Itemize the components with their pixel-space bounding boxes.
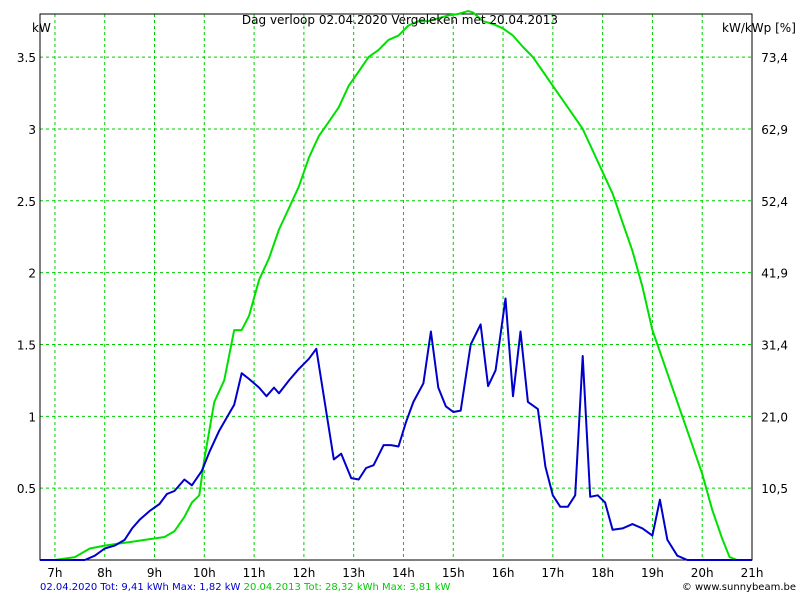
x-tick-label: 15h	[442, 566, 465, 580]
x-tick-label: 11h	[243, 566, 266, 580]
x-tick-label: 21h	[741, 566, 764, 580]
plot-frame	[39, 13, 753, 561]
legend-2020-summary: 02.04.2020 Tot: 9,41 kWh Max: 1,82 kW	[40, 582, 241, 593]
sunnybeam-credit[interactable]: © www.sunnybeam.be	[681, 582, 796, 593]
chart-grid	[40, 14, 752, 560]
y-tick-label-left: 2.5	[17, 195, 36, 209]
y-tick-label-right: 41,9	[761, 267, 788, 281]
x-tick-label: 16h	[492, 566, 515, 580]
x-tick-label: 13h	[342, 566, 365, 580]
y-tick-label-left: 3.5	[17, 51, 36, 65]
y-tick-label-right: 62,9	[761, 123, 788, 137]
y-tick-label-left: 1	[28, 410, 36, 424]
x-tick-label: 17h	[541, 566, 564, 580]
x-tick-label: 14h	[392, 566, 415, 580]
x-tick-label: 20h	[691, 566, 714, 580]
x-tick-label: 18h	[591, 566, 614, 580]
series-line-02-04-2020	[40, 297, 752, 561]
y-axis-right-label: kW/kWp [%]	[722, 21, 796, 35]
x-tick-label: 7h	[47, 566, 62, 580]
series-line-20-04-2013	[40, 10, 752, 561]
legend-2013-summary: 20.04.2013 Tot: 28,32 kWh Max: 3,81 kW	[243, 582, 451, 593]
chart-title: Dag verloop 02.04.2020 Vergeleken met 20…	[242, 13, 558, 27]
x-tick-label: 12h	[292, 566, 315, 580]
y-tick-label-right: 10,5	[761, 482, 788, 496]
y-tick-label-left: 0.5	[17, 482, 36, 496]
y-tick-label-left: 2	[28, 267, 36, 281]
y-tick-label-right: 73,4	[761, 51, 788, 65]
footer-legend: 02.04.2020 Tot: 9,41 kWh Max: 1,82 kW 20…	[40, 582, 450, 593]
y-tick-label-left: 3	[28, 123, 36, 137]
x-tick-label: 19h	[641, 566, 664, 580]
x-tick-label: 8h	[97, 566, 112, 580]
x-tick-label: 10h	[193, 566, 216, 580]
y-axis-left-label: kW	[32, 21, 51, 35]
y-tick-label-right: 21,0	[761, 410, 788, 424]
x-tick-label: 9h	[147, 566, 162, 580]
chart-lines	[40, 10, 752, 561]
y-tick-label-right: 31,4	[761, 338, 788, 352]
y-tick-label-left: 1.5	[17, 338, 36, 352]
y-tick-label-right: 52,4	[761, 195, 788, 209]
chart-tick-labels: 7h 8h 9h 10h 11h 12h 13h 14h 15h 16h 17h 18h 19h 20h 2…	[17, 51, 788, 580]
